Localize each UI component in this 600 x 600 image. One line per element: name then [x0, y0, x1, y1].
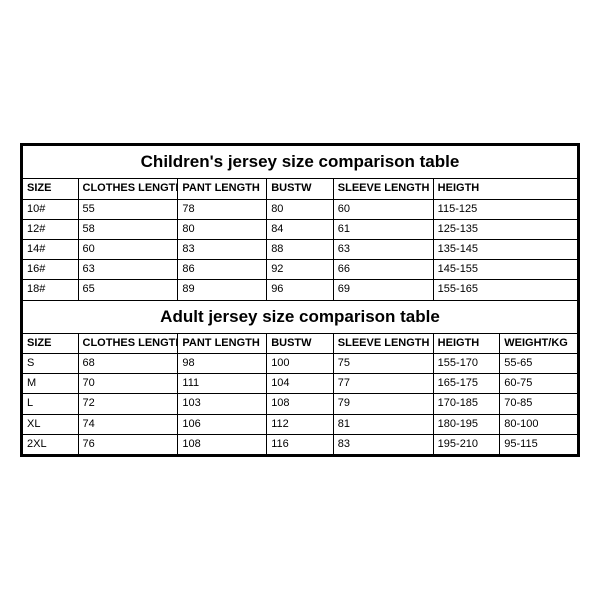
- col-size: SIZE: [23, 179, 79, 199]
- cell: 84: [267, 219, 334, 239]
- cell: M: [23, 374, 79, 394]
- children-title: Children's jersey size comparison table: [23, 145, 578, 178]
- cell: 100: [267, 354, 334, 374]
- cell: 165-175: [433, 374, 500, 394]
- cell: 78: [178, 199, 267, 219]
- cell: 79: [333, 394, 433, 414]
- page: Children's jersey size comparison table …: [0, 0, 600, 600]
- cell: 88: [267, 239, 334, 259]
- cell: 195-210: [433, 434, 500, 454]
- cell: 65: [78, 280, 178, 300]
- cell: 80: [267, 199, 334, 219]
- cell: 112: [267, 414, 334, 434]
- cell: 72: [78, 394, 178, 414]
- children-title-row: Children's jersey size comparison table: [23, 145, 578, 178]
- table-row: XL 74 106 112 81 180-195 80-100: [23, 414, 578, 434]
- cell: L: [23, 394, 79, 414]
- col-height: HEIGTH: [433, 179, 577, 199]
- cell: 69: [333, 280, 433, 300]
- size-tables: Children's jersey size comparison table …: [20, 143, 580, 457]
- cell: 104: [267, 374, 334, 394]
- cell: 70-85: [500, 394, 578, 414]
- cell: 60: [78, 239, 178, 259]
- col-pant-length: PANT LENGTH: [178, 333, 267, 353]
- cell: 74: [78, 414, 178, 434]
- cell: 95-115: [500, 434, 578, 454]
- cell: 2XL: [23, 434, 79, 454]
- cell: 83: [178, 239, 267, 259]
- cell: 80: [178, 219, 267, 239]
- cell: 170-185: [433, 394, 500, 414]
- table-row: 18# 65 89 96 69 155-165: [23, 280, 578, 300]
- cell: 12#: [23, 219, 79, 239]
- adult-title-row: Adult jersey size comparison table: [23, 300, 578, 333]
- cell: 58: [78, 219, 178, 239]
- cell: 108: [267, 394, 334, 414]
- cell: 75: [333, 354, 433, 374]
- adult-title: Adult jersey size comparison table: [23, 300, 578, 333]
- col-pant-length: PANT LENGTH: [178, 179, 267, 199]
- cell: 81: [333, 414, 433, 434]
- table-row: 2XL 76 108 116 83 195-210 95-115: [23, 434, 578, 454]
- cell: 115-125: [433, 199, 577, 219]
- cell: XL: [23, 414, 79, 434]
- col-bustw: BUSTW: [267, 179, 334, 199]
- cell: 155-165: [433, 280, 577, 300]
- cell: 14#: [23, 239, 79, 259]
- cell: 60-75: [500, 374, 578, 394]
- cell: 103: [178, 394, 267, 414]
- cell: 77: [333, 374, 433, 394]
- children-header-row: SIZE CLOTHES LENGTH PANT LENGTH BUSTW SL…: [23, 179, 578, 199]
- col-clothes-length: CLOTHES LENGTH: [78, 179, 178, 199]
- cell: 98: [178, 354, 267, 374]
- cell: 96: [267, 280, 334, 300]
- cell: 89: [178, 280, 267, 300]
- cell: 180-195: [433, 414, 500, 434]
- table-row: L 72 103 108 79 170-185 70-85: [23, 394, 578, 414]
- cell: 60: [333, 199, 433, 219]
- cell: 63: [78, 260, 178, 280]
- cell: 116: [267, 434, 334, 454]
- cell: 135-145: [433, 239, 577, 259]
- cell: 63: [333, 239, 433, 259]
- cell: 66: [333, 260, 433, 280]
- cell: 18#: [23, 280, 79, 300]
- col-size: SIZE: [23, 333, 79, 353]
- table-row: 10# 55 78 80 60 115-125: [23, 199, 578, 219]
- table-row: 14# 60 83 88 63 135-145: [23, 239, 578, 259]
- col-bustw: BUSTW: [267, 333, 334, 353]
- cell: 92: [267, 260, 334, 280]
- cell: 155-170: [433, 354, 500, 374]
- col-sleeve-length: SLEEVE LENGTH: [333, 179, 433, 199]
- cell: 76: [78, 434, 178, 454]
- size-comparison-table: Children's jersey size comparison table …: [22, 145, 578, 455]
- cell: 55-65: [500, 354, 578, 374]
- cell: 145-155: [433, 260, 577, 280]
- table-row: 16# 63 86 92 66 145-155: [23, 260, 578, 280]
- adult-header-row: SIZE CLOTHES LENGTH PANT LENGTH BUSTW SL…: [23, 333, 578, 353]
- cell: 70: [78, 374, 178, 394]
- table-row: 12# 58 80 84 61 125-135: [23, 219, 578, 239]
- cell: 83: [333, 434, 433, 454]
- col-sleeve-length: SLEEVE LENGTH: [333, 333, 433, 353]
- cell: 108: [178, 434, 267, 454]
- cell: 86: [178, 260, 267, 280]
- cell: 111: [178, 374, 267, 394]
- cell: 106: [178, 414, 267, 434]
- col-clothes-length: CLOTHES LENGTH: [78, 333, 178, 353]
- cell: 80-100: [500, 414, 578, 434]
- col-weight: WEIGHT/KG: [500, 333, 578, 353]
- table-row: M 70 111 104 77 165-175 60-75: [23, 374, 578, 394]
- cell: 68: [78, 354, 178, 374]
- table-row: S 68 98 100 75 155-170 55-65: [23, 354, 578, 374]
- cell: 55: [78, 199, 178, 219]
- cell: 125-135: [433, 219, 577, 239]
- cell: 61: [333, 219, 433, 239]
- cell: S: [23, 354, 79, 374]
- cell: 16#: [23, 260, 79, 280]
- cell: 10#: [23, 199, 79, 219]
- col-height: HEIGTH: [433, 333, 500, 353]
